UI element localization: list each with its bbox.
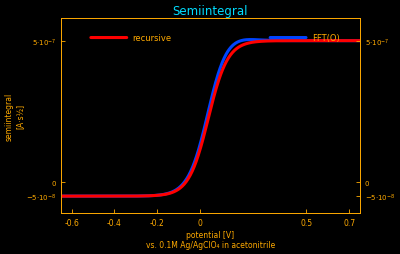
Title: Semiintegral: Semiintegral: [173, 5, 248, 18]
Y-axis label: semiintegral
[A·s½]: semiintegral [A·s½]: [5, 92, 24, 140]
X-axis label: potential [V]
vs. 0.1M Ag/AgClO₄ in acetonitrile: potential [V] vs. 0.1M Ag/AgClO₄ in acet…: [146, 230, 275, 249]
Text: FFT(O): FFT(O): [312, 34, 340, 43]
Text: recursive: recursive: [133, 34, 172, 43]
